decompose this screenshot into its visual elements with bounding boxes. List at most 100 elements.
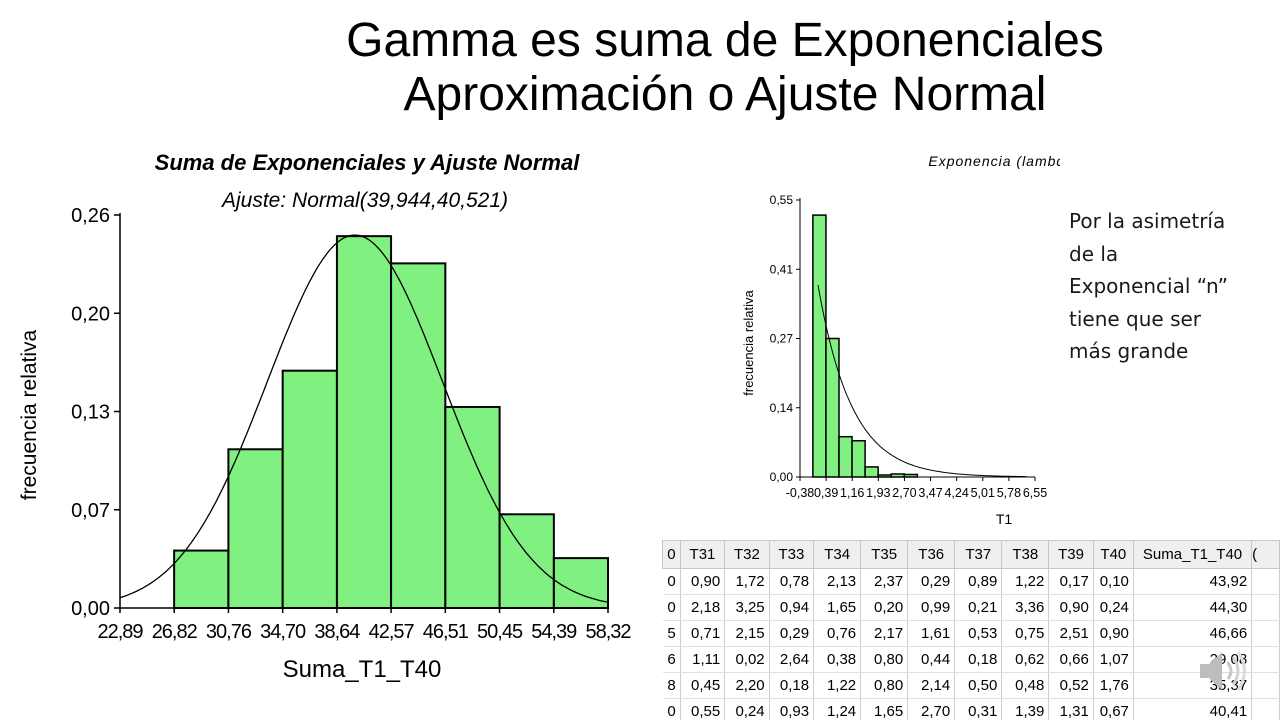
table-cell[interactable]: 0,62 <box>1001 646 1050 673</box>
table-cell[interactable]: 0,75 <box>1001 620 1050 647</box>
table-cell[interactable]: 0,18 <box>769 672 815 699</box>
table-cell[interactable] <box>1251 646 1280 673</box>
table-column-header[interactable]: T33 <box>768 540 815 569</box>
table-cell[interactable]: 0,24 <box>724 698 770 720</box>
table-column-header[interactable]: T39 <box>1048 540 1094 569</box>
table-cell[interactable]: 0,89 <box>954 568 1003 595</box>
table-column-header[interactable]: T37 <box>954 540 1003 569</box>
table-cell[interactable]: 0,90 <box>1093 620 1134 647</box>
table-cell[interactable]: 1,22 <box>813 672 862 699</box>
table-cell[interactable]: 0,80 <box>860 646 909 673</box>
table-cell[interactable]: 0 <box>662 568 681 595</box>
table-column-header[interactable]: ( <box>1251 540 1280 569</box>
table-cell[interactable]: 6 <box>662 646 681 673</box>
table-cell[interactable]: 0,67 <box>1093 698 1134 720</box>
table-cell[interactable]: 0,17 <box>1048 568 1094 595</box>
table-cell[interactable] <box>1251 594 1280 621</box>
table-cell[interactable]: 0,71 <box>680 620 726 647</box>
table-cell[interactable]: 3,25 <box>724 594 770 621</box>
table-cell[interactable]: 3,36 <box>1001 594 1050 621</box>
table-cell[interactable]: 0,50 <box>954 672 1003 699</box>
table-cell[interactable]: 0,44 <box>907 646 956 673</box>
table-cell[interactable]: 1,22 <box>1001 568 1050 595</box>
table-cell[interactable] <box>1251 672 1280 699</box>
table-cell[interactable]: 0,29 <box>907 568 956 595</box>
table-column-header[interactable]: T38 <box>1001 540 1050 569</box>
histogram-bar <box>227 448 284 609</box>
table-cell[interactable]: 0,20 <box>860 594 909 621</box>
table-cell[interactable]: 0,24 <box>1093 594 1134 621</box>
table-cell[interactable]: 0,53 <box>954 620 1003 647</box>
table-cell[interactable]: 1,65 <box>813 594 862 621</box>
table-column-header[interactable]: T34 <box>813 540 862 569</box>
table-cell[interactable]: 35,37 <box>1133 672 1253 699</box>
table-cell[interactable]: 0,94 <box>769 594 815 621</box>
table-row[interactable]: 8 0,45 2,20 0,18 1,22 0,80 2,14 0,50 0,48 0,52 1,7… <box>662 672 1280 699</box>
table-column-header[interactable]: T40 <box>1092 540 1134 569</box>
table-cell[interactable]: 0,48 <box>1001 672 1050 699</box>
data-table[interactable]: 0 T31 T32 T33 T34 T35 T36 T37 T38 T39 T40 Suma_T1_T… <box>662 540 1280 720</box>
table-column-header[interactable]: T35 <box>860 540 909 569</box>
table-column-header[interactable]: Suma_T1_T40 <box>1132 540 1253 569</box>
table-cell[interactable]: 44,30 <box>1133 594 1253 621</box>
table-cell[interactable]: 1,11 <box>680 646 726 673</box>
table-cell[interactable]: 2,17 <box>860 620 909 647</box>
table-cell[interactable]: 0,38 <box>813 646 862 673</box>
table-cell[interactable]: 1,72 <box>724 568 770 595</box>
table-cell[interactable]: 0,45 <box>680 672 726 699</box>
table-cell[interactable]: 2,64 <box>769 646 815 673</box>
table-cell[interactable]: 1,31 <box>1048 698 1094 720</box>
table-cell[interactable]: 2,18 <box>680 594 726 621</box>
table-cell[interactable]: 1,65 <box>860 698 909 720</box>
table-cell[interactable]: 46,66 <box>1133 620 1253 647</box>
table-cell[interactable]: 2,20 <box>724 672 770 699</box>
table-cell[interactable]: 0,18 <box>954 646 1003 673</box>
table-cell[interactable]: 1,39 <box>1001 698 1050 720</box>
table-cell[interactable]: 8 <box>662 672 681 699</box>
table-row[interactable]: 0 0,90 1,72 0,78 2,13 2,37 0,29 0,89 1,22 0,17 0,1… <box>662 568 1280 595</box>
table-cell[interactable]: 0,21 <box>954 594 1003 621</box>
table-cell[interactable]: 0,76 <box>813 620 862 647</box>
table-cell[interactable]: 0,52 <box>1048 672 1094 699</box>
table-cell[interactable]: 0,02 <box>724 646 770 673</box>
table-cell[interactable]: 5 <box>662 620 681 647</box>
table-cell[interactable]: 2,14 <box>907 672 956 699</box>
table-cell[interactable]: 0,90 <box>680 568 726 595</box>
table-cell[interactable]: 0,10 <box>1093 568 1134 595</box>
table-cell[interactable]: 0,99 <box>907 594 956 621</box>
table-cell[interactable]: 0,78 <box>769 568 815 595</box>
table-cell[interactable]: 1,61 <box>907 620 956 647</box>
table-cell[interactable]: 1,24 <box>813 698 862 720</box>
table-cell[interactable]: 2,51 <box>1048 620 1094 647</box>
table-cell[interactable]: 0,31 <box>954 698 1003 720</box>
table-cell[interactable] <box>1251 568 1280 595</box>
table-cell[interactable]: 0 <box>662 594 681 621</box>
speaker-icon[interactable] <box>1196 645 1248 697</box>
table-cell[interactable]: 1,07 <box>1093 646 1134 673</box>
table-cell[interactable]: 2,13 <box>813 568 862 595</box>
table-row[interactable]: 0 0,55 0,24 0,93 1,24 1,65 2,70 0,31 1,39 1,31 0,6… <box>662 698 1280 720</box>
table-column-header[interactable]: T32 <box>724 540 770 569</box>
table-column-header[interactable]: T31 <box>679 540 726 569</box>
table-cell[interactable] <box>1251 620 1280 647</box>
table-cell[interactable]: 1,76 <box>1093 672 1134 699</box>
table-cell[interactable]: 40,41 <box>1133 698 1253 720</box>
data-table-panel[interactable]: 0 T31 T32 T33 T34 T35 T36 T37 T38 T39 T40 Suma_T1_T… <box>662 540 1280 720</box>
table-column-header[interactable]: 0 <box>662 540 681 569</box>
table-cell[interactable]: 0,90 <box>1048 594 1094 621</box>
table-cell[interactable]: 0,80 <box>860 672 909 699</box>
table-cell[interactable] <box>1251 698 1280 720</box>
table-row[interactable]: 5 0,71 2,15 0,29 0,76 2,17 1,61 0,53 0,75 2,51 0,9… <box>662 620 1280 647</box>
table-cell[interactable]: 0,93 <box>769 698 815 720</box>
table-cell[interactable]: 2,15 <box>724 620 770 647</box>
table-cell[interactable]: 2,37 <box>860 568 909 595</box>
table-row[interactable]: 0 2,18 3,25 0,94 1,65 0,20 0,99 0,21 3,36 0,90 0,2… <box>662 594 1280 621</box>
table-cell[interactable]: 2,70 <box>907 698 956 720</box>
table-cell[interactable]: 0,55 <box>680 698 726 720</box>
table-cell[interactable]: 0,29 <box>769 620 815 647</box>
table-column-header[interactable]: T36 <box>907 540 956 569</box>
table-cell[interactable]: 0 <box>662 698 681 720</box>
table-cell[interactable]: 43,92 <box>1133 568 1253 595</box>
table-cell[interactable]: 0,66 <box>1048 646 1094 673</box>
table-row[interactable]: 6 1,11 0,02 2,64 0,38 0,80 0,44 0,18 0,62 0,66 1,0… <box>662 646 1280 673</box>
